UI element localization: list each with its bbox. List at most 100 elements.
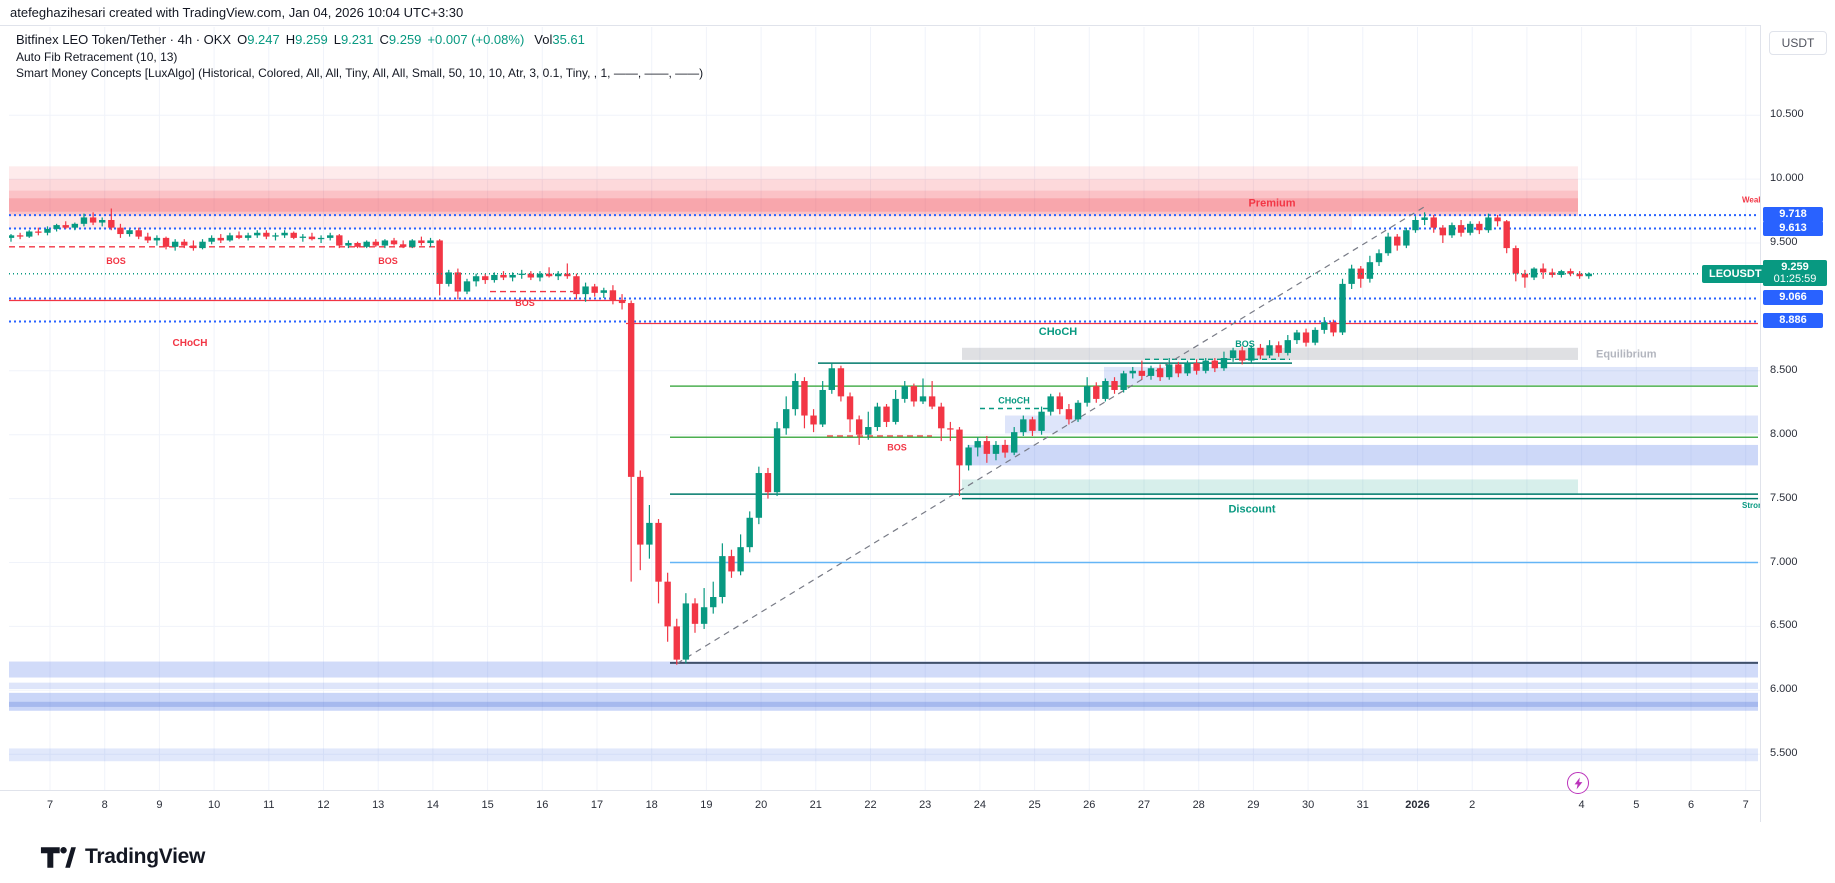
time-tick: 20: [754, 799, 768, 811]
time-tick: 31: [1356, 799, 1369, 811]
high-value: 9.259: [295, 32, 328, 47]
time-tick: 21: [809, 799, 822, 811]
chart-label-bos: BOS: [378, 256, 398, 266]
close-value: 9.259: [388, 32, 422, 47]
chart-label-equilibrium: Equilibrium: [1596, 348, 1657, 360]
price-tick: 10.000: [1770, 172, 1804, 185]
currency-button[interactable]: USDT: [1769, 31, 1827, 55]
price-tick: 6.500: [1770, 619, 1798, 632]
open-value: 9.247: [247, 32, 280, 47]
zone: [1104, 366, 1758, 385]
low-value: 9.231: [340, 32, 374, 47]
symbol-title[interactable]: Bitfinex LEO Token/Tether · 4h · OKX: [16, 32, 232, 47]
time-tick: 28: [1192, 799, 1205, 811]
indicator-smc-row[interactable]: Smart Money Concepts [LuxAlgo] (Historic…: [16, 66, 704, 80]
zone: [9, 661, 1758, 678]
time-tick: 19: [700, 799, 713, 811]
candlestick-chart[interactable]: BOS BOS BOS CHoCH BOS CHoCH CHoCH BOS Premium Equ…: [0, 26, 1835, 823]
time-tick: 7: [1742, 799, 1749, 811]
time-tick: 26: [1083, 799, 1096, 811]
attribution-text: atefeghazihesari created with TradingVie…: [10, 5, 464, 20]
time-tick: 17: [590, 799, 604, 811]
zone: [9, 682, 1758, 690]
zone: [9, 701, 1758, 707]
chart-label-choch: CHoCH: [1039, 326, 1078, 338]
zone: [1005, 415, 1758, 434]
time-tick: 30: [1301, 799, 1315, 811]
current-price-label: 9.259 01:25:59: [1763, 259, 1827, 286]
time-tick: 29: [1247, 799, 1260, 811]
price-axis[interactable]: USDT 10.500 10.000 9.500 8.500 8.000 7.500 7.0…: [1760, 25, 1835, 822]
price-tick: 6.000: [1770, 683, 1798, 696]
chart-legend: Bitfinex LEO Token/Tether · 4h · OKX O9.2…: [16, 32, 703, 81]
zone: [962, 479, 1578, 495]
zone: [9, 748, 1758, 762]
chart-label-bos: BOS: [1235, 339, 1255, 349]
chart-label-bos: BOS: [887, 443, 907, 453]
time-tick: 15: [481, 799, 494, 811]
chart-pane[interactable]: BOS BOS BOS CHoCH BOS CHoCH CHoCH BOS Premium Equ…: [0, 25, 1835, 822]
attribution-bar: atefeghazihesari created with TradingVie…: [0, 0, 1835, 25]
price-tick: 8.500: [1770, 363, 1798, 376]
change-value: +0.007 (+0.08%): [427, 32, 525, 47]
time-tick: 5: [1633, 799, 1640, 811]
alert-price-label[interactable]: 8.886: [1763, 313, 1823, 329]
price-tick: 10.500: [1770, 108, 1804, 121]
time-tick: 13: [372, 799, 385, 811]
chart-label-weak: Weak: [1742, 195, 1763, 204]
time-tick: 24: [973, 799, 987, 811]
alert-price-label[interactable]: 9.066: [1763, 290, 1823, 306]
alert-price-label[interactable]: 9.613: [1763, 220, 1823, 236]
volume-value: 35.61: [552, 32, 585, 47]
zone: [9, 179, 1578, 217]
time-axis[interactable]: 7 8 9 10 11 12 13 14 15 16 17 18 19 20 21 22 23 24 25 26 27 2…: [0, 790, 1835, 822]
time-tick: 11: [263, 799, 275, 811]
time-tick: 27: [1137, 799, 1151, 811]
tradingview-icon: [40, 846, 76, 868]
indicator-fib-row[interactable]: Auto Fib Retracement (10, 13): [16, 50, 178, 64]
price-tick: 7.500: [1770, 491, 1798, 504]
chart-label-choch: CHoCH: [998, 395, 1030, 405]
zone: [9, 216, 1352, 229]
price-tick: 9.500: [1770, 236, 1798, 248]
time-tick: 22: [864, 799, 877, 811]
time-tick: 12: [317, 799, 330, 811]
time-tick: 18: [645, 799, 658, 811]
lightning-icon: [1574, 777, 1582, 789]
time-tick: 16: [536, 799, 549, 811]
time-tick: 10: [207, 799, 221, 811]
chart-label-premium: Premium: [1248, 198, 1295, 210]
chart-label-discount: Discount: [1228, 504, 1275, 516]
price-tick: 8.000: [1770, 427, 1798, 440]
price-tick: 5.500: [1770, 747, 1798, 760]
price-tick: 7.000: [1770, 555, 1798, 568]
time-tick: 14: [426, 799, 440, 811]
lightning-button[interactable]: [1567, 772, 1589, 794]
time-tick: 6: [1687, 799, 1695, 811]
chart-label-stron: Stron: [1742, 501, 1763, 510]
zone: [9, 198, 1578, 212]
zone: [967, 444, 1758, 466]
chart-label-bos: BOS: [515, 298, 535, 308]
candles[interactable]: [8, 208, 1592, 665]
time-tick: 2: [1469, 799, 1476, 811]
time-tick: 8: [101, 799, 108, 811]
alert-price-label[interactable]: 9.718: [1763, 207, 1823, 223]
time-tick: 9: [156, 799, 163, 811]
time-tick: 4: [1578, 799, 1585, 811]
time-tick: 23: [919, 799, 932, 811]
chart-label-choch: CHoCH: [173, 338, 208, 349]
symbol-legend-row[interactable]: Bitfinex LEO Token/Tether · 4h · OKX O9.2…: [16, 32, 585, 47]
time-tick: 25: [1028, 799, 1041, 811]
zone: [9, 692, 1758, 711]
tradingview-logo[interactable]: TradingView: [40, 840, 205, 874]
zone: [9, 190, 1578, 215]
tradingview-wordmark: TradingView: [85, 845, 206, 868]
trendline[interactable]: [676, 204, 1429, 664]
price-line-symbol-tag: LEOUSDT: [1702, 264, 1769, 283]
time-tick: 2026: [1405, 799, 1430, 811]
zone: [9, 166, 1578, 217]
time-tick: 7: [46, 799, 54, 811]
chart-label-bos: BOS: [106, 256, 126, 266]
